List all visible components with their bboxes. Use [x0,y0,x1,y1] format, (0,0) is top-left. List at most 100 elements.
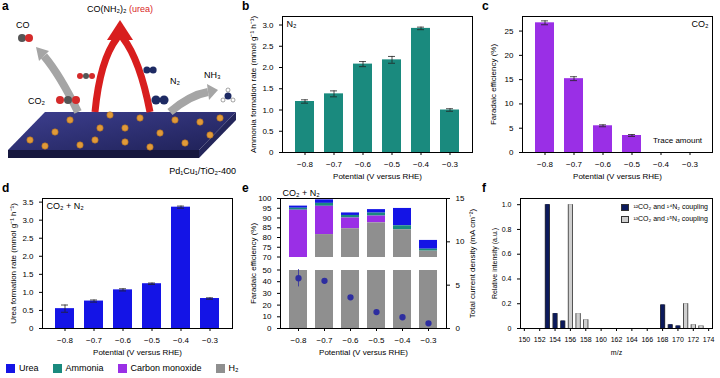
svg-text:CO₂: CO₂ [692,19,710,29]
svg-text:CO: CO [16,20,30,30]
svg-text:0: 0 [509,148,514,157]
svg-text:164: 164 [626,336,638,343]
svg-text:−0.5: −0.5 [624,160,640,169]
svg-text:152: 152 [534,336,546,343]
svg-text:Faradaic efficiency (%): Faradaic efficiency (%) [489,44,498,126]
svg-text:Urea formation rate (mmol g⁻¹: Urea formation rate (mmol g⁻¹ h⁻¹) [9,203,18,324]
svg-text:20: 20 [505,51,514,60]
svg-text:95: 95 [263,204,272,213]
svg-text:162: 162 [611,336,623,343]
svg-text:100: 100 [258,194,272,203]
svg-text:Relative intensity (a.u.): Relative intensity (a.u.) [491,228,499,299]
svg-text:0: 0 [269,148,274,157]
svg-text:Trace amount: Trace amount [653,136,703,145]
svg-text:5: 5 [509,124,514,133]
svg-text:1.5: 1.5 [262,84,274,93]
svg-text:−0.7: −0.7 [86,336,102,345]
svg-text:0.5: 0.5 [262,127,274,136]
svg-text:30: 30 [263,289,272,298]
svg-text:−0.3: −0.3 [682,160,698,169]
svg-text:m/z: m/z [611,349,623,356]
svg-text:N₂: N₂ [170,76,180,86]
svg-text:3.0: 3.0 [262,21,274,30]
svg-text:−0.7: −0.7 [566,160,582,169]
svg-text:2.5: 2.5 [22,234,34,243]
svg-text:0.8: 0.8 [502,226,512,233]
svg-text:Total current density (mA cm⁻²: Total current density (mA cm⁻²) [468,209,477,319]
svg-text:Potential (V versus RHE): Potential (V versus RHE) [319,348,408,357]
svg-text:Potential (V versus RHE): Potential (V versus RHE) [93,348,182,357]
svg-text:170: 170 [672,336,684,343]
svg-text:154: 154 [549,336,561,343]
svg-text:90: 90 [263,214,272,223]
svg-text:1.0: 1.0 [502,201,512,208]
svg-text:Faradaic efficiency (%): Faradaic efficiency (%) [249,223,258,305]
svg-text:−0.3: −0.3 [421,336,437,345]
svg-text:NH₃: NH₃ [204,70,221,80]
svg-text:−0.5: −0.5 [384,160,400,169]
svg-text:80: 80 [263,233,272,242]
svg-text:0.5: 0.5 [22,306,34,315]
svg-text:−0.3: −0.3 [442,160,458,169]
svg-text:CO₂ + N₂: CO₂ + N₂ [283,188,321,198]
svg-text:20: 20 [263,301,272,310]
svg-text:−0.5: −0.5 [369,336,385,345]
svg-text:−0.3: −0.3 [202,336,218,345]
svg-text:−0.8: −0.8 [537,160,553,169]
svg-text:2.5: 2.5 [262,42,274,51]
svg-text:−0.4: −0.4 [395,336,411,345]
svg-text:75: 75 [263,243,272,252]
svg-text:−0.6: −0.6 [595,160,611,169]
svg-text:160: 160 [595,336,607,343]
svg-text:15: 15 [456,194,465,203]
svg-text:150: 150 [518,336,530,343]
svg-text:1.0: 1.0 [22,288,34,297]
svg-text:85: 85 [263,223,272,232]
svg-text:70: 70 [263,253,272,262]
svg-text:Pd₁Cu₁/TiO₂-400: Pd₁Cu₁/TiO₂-400 [169,166,236,176]
svg-text:3.0: 3.0 [22,216,34,225]
svg-text:−0.8: −0.8 [291,336,307,345]
svg-text:25: 25 [505,27,514,36]
svg-text:10: 10 [456,237,465,246]
svg-text:2.0: 2.0 [262,63,274,72]
svg-text:−0.6: −0.6 [355,160,371,169]
svg-text:0.6: 0.6 [502,250,512,257]
svg-text:0: 0 [508,325,512,332]
svg-text:40: 40 [263,277,272,286]
svg-text:50: 50 [263,266,272,275]
svg-text:−0.4: −0.4 [653,160,669,169]
svg-text:0: 0 [29,324,34,333]
svg-text:0.2: 0.2 [502,300,512,307]
svg-text:156: 156 [565,336,577,343]
svg-text:−0.7: −0.7 [326,160,342,169]
svg-text:Potential (V versus RHE): Potential (V versus RHE) [573,172,662,181]
svg-text:CO₂: CO₂ [28,96,46,106]
svg-text:CO₂ + N₂: CO₂ + N₂ [47,201,85,211]
svg-text:172: 172 [687,336,699,343]
svg-text:−0.5: −0.5 [144,336,160,345]
svg-text:0: 0 [267,324,272,333]
svg-text:−0.8: −0.8 [57,336,73,345]
svg-text:1.5: 1.5 [22,270,34,279]
svg-text:3.5: 3.5 [22,198,34,207]
svg-text:174: 174 [703,336,715,343]
svg-text:0.4: 0.4 [502,275,512,282]
svg-text:158: 158 [580,336,592,343]
svg-text:−0.8: −0.8 [297,160,313,169]
svg-text:15: 15 [505,75,514,84]
svg-text:−0.6: −0.6 [115,336,131,345]
svg-text:Potential (V versus RHE): Potential (V versus RHE) [333,172,422,181]
svg-text:−0.6: −0.6 [343,336,359,345]
svg-text:0: 0 [456,324,461,333]
svg-text:10: 10 [263,312,272,321]
svg-text:−0.4: −0.4 [173,336,189,345]
svg-text:−0.7: −0.7 [317,336,333,345]
svg-text:10: 10 [505,99,514,108]
svg-text:1.0: 1.0 [262,106,274,115]
svg-text:5: 5 [456,281,461,290]
svg-text:CO(NH₂)₂ (urea): CO(NH₂)₂ (urea) [87,4,153,14]
svg-text:N₂: N₂ [287,19,297,29]
svg-text:−0.4: −0.4 [413,160,429,169]
svg-text:Ammonia formation rate (mmol g: Ammonia formation rate (mmol g⁻¹ h⁻¹) [249,16,258,153]
